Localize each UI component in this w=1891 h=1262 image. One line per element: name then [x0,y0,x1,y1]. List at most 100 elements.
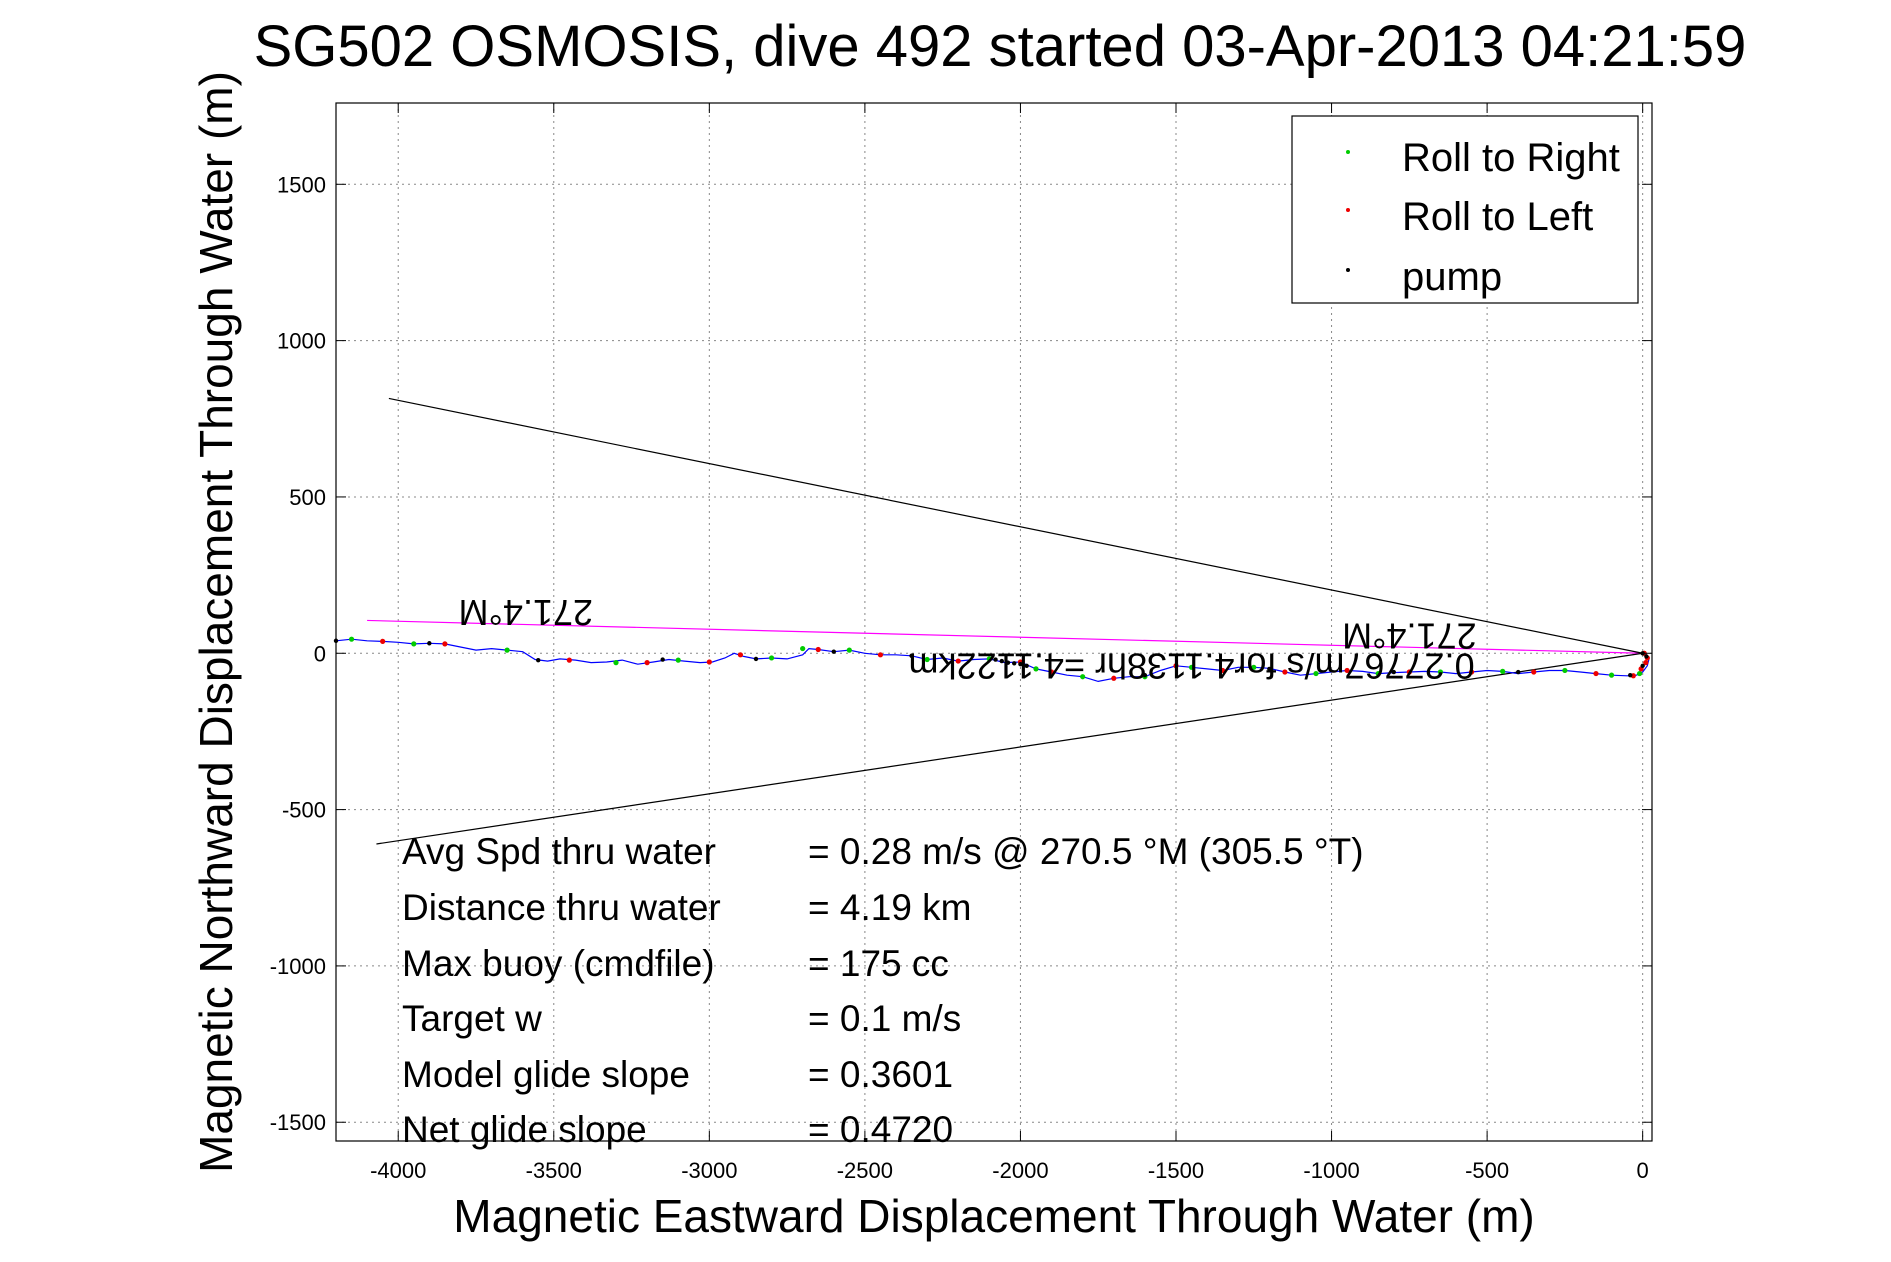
roll-left-point [644,660,650,666]
roll-right-point [613,660,619,666]
roll-left-point [955,658,961,664]
roll-right-point [1080,674,1086,680]
stat-value: = 0.3601 [808,1054,953,1095]
pump-point [1640,663,1645,668]
roll-right-point [1636,670,1643,677]
pump-point [1018,662,1023,667]
x-tick-label: -1000 [1303,1158,1359,1183]
legend-marker-roll-left [1346,208,1350,212]
roll-left-point [1344,667,1350,674]
roll-right-point [1313,670,1319,677]
pump-point [1267,666,1272,672]
x-tick-label: -3500 [526,1158,582,1183]
pump-point [660,657,665,662]
roll-right-point [1437,669,1444,675]
grid [336,103,1652,1141]
pump-point [831,649,836,654]
pump-point [753,656,759,662]
roll-left-point [877,652,884,658]
pump-point [1012,661,1017,666]
y-tick-label: -500 [282,798,326,823]
markers [333,636,1650,681]
stat-value: = 0.28 m/s @ 270.5 °M (305.5 °T) [808,831,1364,872]
y-tick-label: 500 [289,485,326,510]
x-tick-label: -1500 [1148,1158,1204,1183]
roll-right-point [768,655,775,661]
x-tick-label: 0 [1637,1158,1649,1183]
pump-point [427,641,432,646]
pump-point [999,658,1004,664]
roll-left-point [1111,675,1117,681]
roll-right-point [1500,668,1506,674]
stat-value: = 0.4720 [808,1109,953,1150]
roll-right-point [1608,672,1615,678]
roll-right-point [1033,666,1039,672]
roll-right-point [411,641,417,647]
y-tick-label: -1500 [270,1110,326,1135]
x-tick-label: -500 [1465,1158,1509,1183]
x-axis-label: Magnetic Eastward Displacement Through W… [453,1190,1534,1242]
track-line [335,638,1650,683]
stat-label: Net glide slope [402,1109,647,1150]
stat-value: = 4.19 km [808,887,972,928]
heading-annotation: 271.4°M [1342,616,1476,657]
pump-point [1644,654,1649,659]
x-tick-label: -2500 [837,1158,893,1183]
y-axis-label: Magnetic Northward Displacement Through … [190,71,242,1173]
legend: Roll to Right Roll to Left pump [1291,115,1639,304]
reference-lines [367,397,1643,845]
legend-label-pump: pump [1402,255,1502,299]
roll-right-point [924,656,930,663]
roll-left-point [566,657,572,663]
stat-label: Avg Spd thru water [402,831,716,872]
chart-title: SG502 OSMOSIS, dive 492 started 03-Apr-2… [254,14,1747,79]
roll-right-point [1375,670,1381,677]
roll-left-point [442,641,448,647]
pump-point [1516,669,1521,675]
plot-frame [335,102,1653,1142]
roll-left-point [1593,670,1599,677]
cone-lower [376,652,1643,845]
legend-marker-roll-right [1346,150,1350,154]
stats-block: Avg Spd thru water = 0.28 m/s @ 270.5 °M… [402,831,1364,1150]
stat-label: Max buoy (cmdfile) [402,943,715,984]
legend-marker-pump [1346,268,1350,272]
heading-annotation: 0.27767m/s for4.1138hr =4.1122km [909,645,1475,686]
roll-left-point [1282,669,1288,675]
roll-left-point [1643,660,1649,666]
roll-left-point [815,646,821,653]
y-tick-label: -1000 [270,954,326,979]
roll-left-point [1468,669,1475,675]
pump-point [1628,672,1633,678]
roll-right-point [504,647,510,653]
x-tick-label: -2000 [992,1158,1048,1183]
stat-label: Model glide slope [402,1054,690,1095]
roll-left-point [1406,669,1412,675]
roll-left-point [1173,663,1179,669]
roll-left-point [1048,669,1055,675]
legend-label-roll-right: Roll to Right [1402,136,1620,180]
y-tick-label: 0 [314,641,326,666]
x-tick-label: -3000 [681,1158,737,1183]
heading-line [367,619,1643,654]
stat-label: Target w [402,998,542,1039]
roll-left-point [1220,667,1226,674]
x-tick-label: -4000 [370,1158,426,1183]
y-tick-label: 1500 [277,172,326,197]
legend-label-roll-left: Roll to Left [1402,195,1593,239]
pump-point [536,657,541,663]
stat-value: = 175 cc [808,943,949,984]
roll-right-point [800,645,806,652]
roll-right-point [1562,667,1568,674]
roll-right-point [846,647,852,653]
roll-right-point [675,657,681,663]
cone-upper [388,397,1643,654]
roll-right-point [1251,664,1257,670]
roll-left-point [1531,669,1537,675]
heading-annotation: 271.4°M [459,592,593,633]
stat-label: Distance thru water [402,887,721,928]
roll-right-point [1188,664,1195,670]
pump-point [1005,660,1011,665]
